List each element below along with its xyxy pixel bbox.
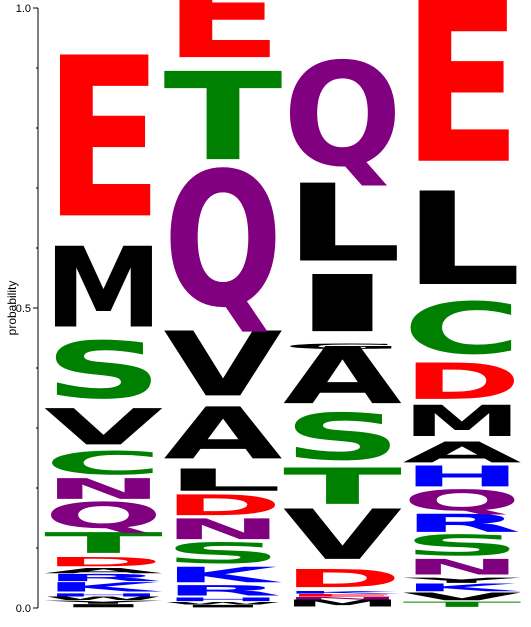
logo-letter-V: V — [164, 312, 283, 416]
logo-letter-R: R — [44, 572, 163, 584]
logo-letters: IYWHKRADTQNCVSMEIWHRKSNDLAVQTEMNEKDVTSAG… — [43, 0, 522, 609]
logo-letter-V: V — [283, 495, 402, 576]
logo-letter-K: K — [44, 580, 162, 595]
logo-letter-S: S — [44, 326, 163, 417]
logo-letter-W: W — [164, 601, 283, 605]
logo-letter-M: M — [403, 397, 522, 446]
logo-letter-S: S — [164, 537, 283, 570]
logo-letter-D: D — [403, 353, 522, 411]
y-axis: 0.0 0.5 1.0 probability — [5, 3, 39, 615]
logo-letter-Y: Y — [43, 600, 163, 605]
logo-letter-M: M — [44, 225, 163, 354]
logo-letter-L: L — [164, 462, 283, 498]
logo-letter-R: R — [403, 509, 522, 538]
logo-letter-T: T — [403, 600, 522, 608]
y-tick-label: 0.0 — [16, 603, 31, 615]
logo-letter-Q: Q — [44, 495, 163, 536]
logo-letter-C: C — [44, 445, 163, 482]
logo-letter-M: M — [283, 598, 402, 609]
logo-letter-K: K — [283, 590, 402, 594]
logo-letter-E: E — [283, 593, 402, 597]
logo-letter-C: C — [403, 287, 522, 370]
logo-letter-N: N — [164, 513, 283, 546]
logo-letter-N: N — [283, 596, 402, 600]
logo-letter-I: I — [44, 603, 163, 608]
logo-letter-T: T — [44, 527, 163, 560]
logo-letter-Q: Q — [283, 34, 402, 199]
logo-letter-E: E — [44, 10, 163, 268]
logo-letter-V: V — [44, 398, 163, 456]
logo-letter-I: I — [283, 258, 402, 349]
logo-letter-A: A — [44, 567, 163, 575]
logo-letter-S: S — [283, 400, 402, 475]
y-minor-ticks — [36, 67, 38, 549]
logo-letter-S: S — [403, 529, 522, 562]
logo-letter-A: A — [403, 436, 523, 469]
y-ticks: 0.0 0.5 1.0 — [16, 3, 38, 615]
logo-letter-A: A — [164, 393, 283, 476]
logo-letter-H: H — [403, 460, 522, 493]
y-tick-label: 0.5 — [16, 303, 31, 315]
logo-letter-N: N — [403, 555, 522, 580]
logo-letter-Q: Q — [164, 133, 283, 348]
logo-letter-K: K — [403, 581, 521, 594]
logo-letter-E: E — [403, 0, 522, 213]
logo-letter-H: H — [164, 597, 283, 603]
logo-letter-V: V — [403, 590, 522, 602]
logo-letter-L: L — [283, 161, 402, 285]
logo-letter-Q: Q — [403, 484, 522, 517]
logo-letter-G: G — [283, 342, 402, 350]
logo-letter-W: W — [44, 596, 163, 601]
logo-letter-K: K — [164, 563, 283, 588]
logo-letter-D: D — [44, 554, 163, 569]
logo-letter-H: H — [44, 593, 163, 598]
y-axis-title: probability — [5, 281, 19, 336]
logo-letter-D: D — [283, 564, 402, 593]
logo-letter-L: L — [403, 165, 522, 315]
logo-letter-A: A — [283, 331, 402, 422]
logo-letter-I: I — [164, 604, 283, 608]
logo-letter-T: T — [164, 48, 283, 188]
logo-letter-R: R — [164, 582, 283, 599]
logo-letter-T: T — [283, 458, 402, 516]
logo-letter-Y: Y — [401, 576, 521, 584]
y-tick-label: 1.0 — [16, 3, 31, 15]
logo-letter-E: E — [164, 0, 283, 86]
logo-letter-N: N — [44, 473, 163, 506]
logo-letter-D: D — [164, 489, 283, 522]
